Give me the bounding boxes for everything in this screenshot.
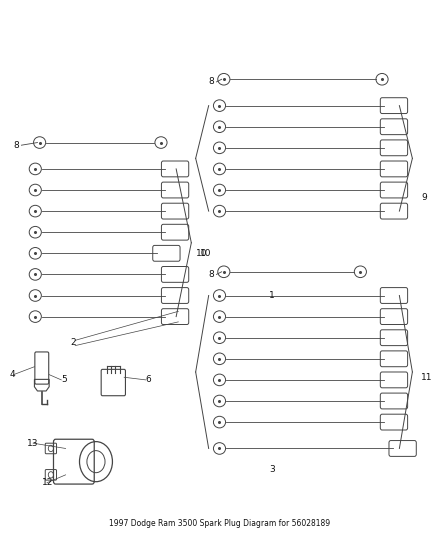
Text: 11: 11 <box>420 373 431 382</box>
Text: 2: 2 <box>70 338 75 348</box>
Text: 10: 10 <box>195 249 207 258</box>
Text: 4: 4 <box>9 370 15 379</box>
Text: 5: 5 <box>61 375 67 384</box>
Text: 9: 9 <box>420 193 426 203</box>
Text: 13: 13 <box>27 439 38 448</box>
Text: 3: 3 <box>269 465 275 474</box>
Text: 1: 1 <box>269 291 275 300</box>
Text: 8: 8 <box>208 77 214 86</box>
Text: 12: 12 <box>42 478 53 487</box>
Text: 1997 Dodge Ram 3500 Spark Plug Diagram for 56028189: 1997 Dodge Ram 3500 Spark Plug Diagram f… <box>109 519 329 528</box>
Text: 6: 6 <box>145 375 151 384</box>
Text: 8: 8 <box>14 141 19 150</box>
Text: 8: 8 <box>208 270 214 279</box>
Text: 10: 10 <box>200 249 211 258</box>
